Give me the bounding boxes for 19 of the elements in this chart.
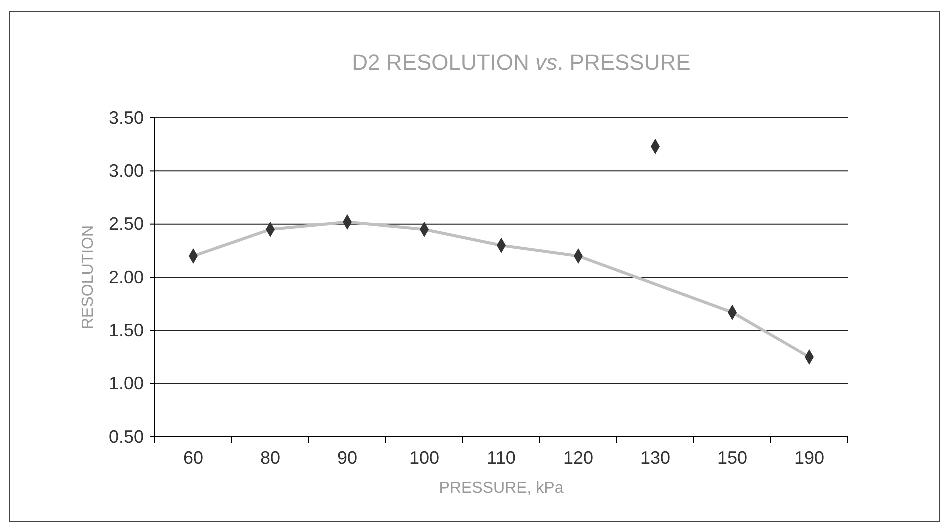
x-tick-label: 130 xyxy=(640,448,671,468)
x-axis-title: PRESSURE, kPa xyxy=(439,480,564,497)
y-tick-label: 2.00 xyxy=(108,267,144,288)
y-axis-title: RESOLUTION xyxy=(80,225,97,330)
y-tick-label: 1.50 xyxy=(108,320,144,340)
y-tick-label: 2.50 xyxy=(108,214,144,234)
x-tick-label: 100 xyxy=(409,448,440,468)
x-tick-label: 110 xyxy=(487,448,516,468)
x-tick-label: 120 xyxy=(563,448,594,468)
chart-title: D2 RESOLUTION vs. PRESSURE xyxy=(352,50,691,75)
x-tick-label: 190 xyxy=(794,448,825,468)
x-tick-label: 150 xyxy=(717,448,748,468)
x-tick-label: 90 xyxy=(337,448,358,468)
y-tick-label: 0.50 xyxy=(108,426,144,447)
y-tick-label: 1.00 xyxy=(108,374,144,394)
x-tick-label: 80 xyxy=(260,448,281,468)
y-tick-label: 3.50 xyxy=(108,108,144,128)
y-tick-label: 3.00 xyxy=(108,160,144,181)
x-tick-label: 60 xyxy=(183,448,204,468)
